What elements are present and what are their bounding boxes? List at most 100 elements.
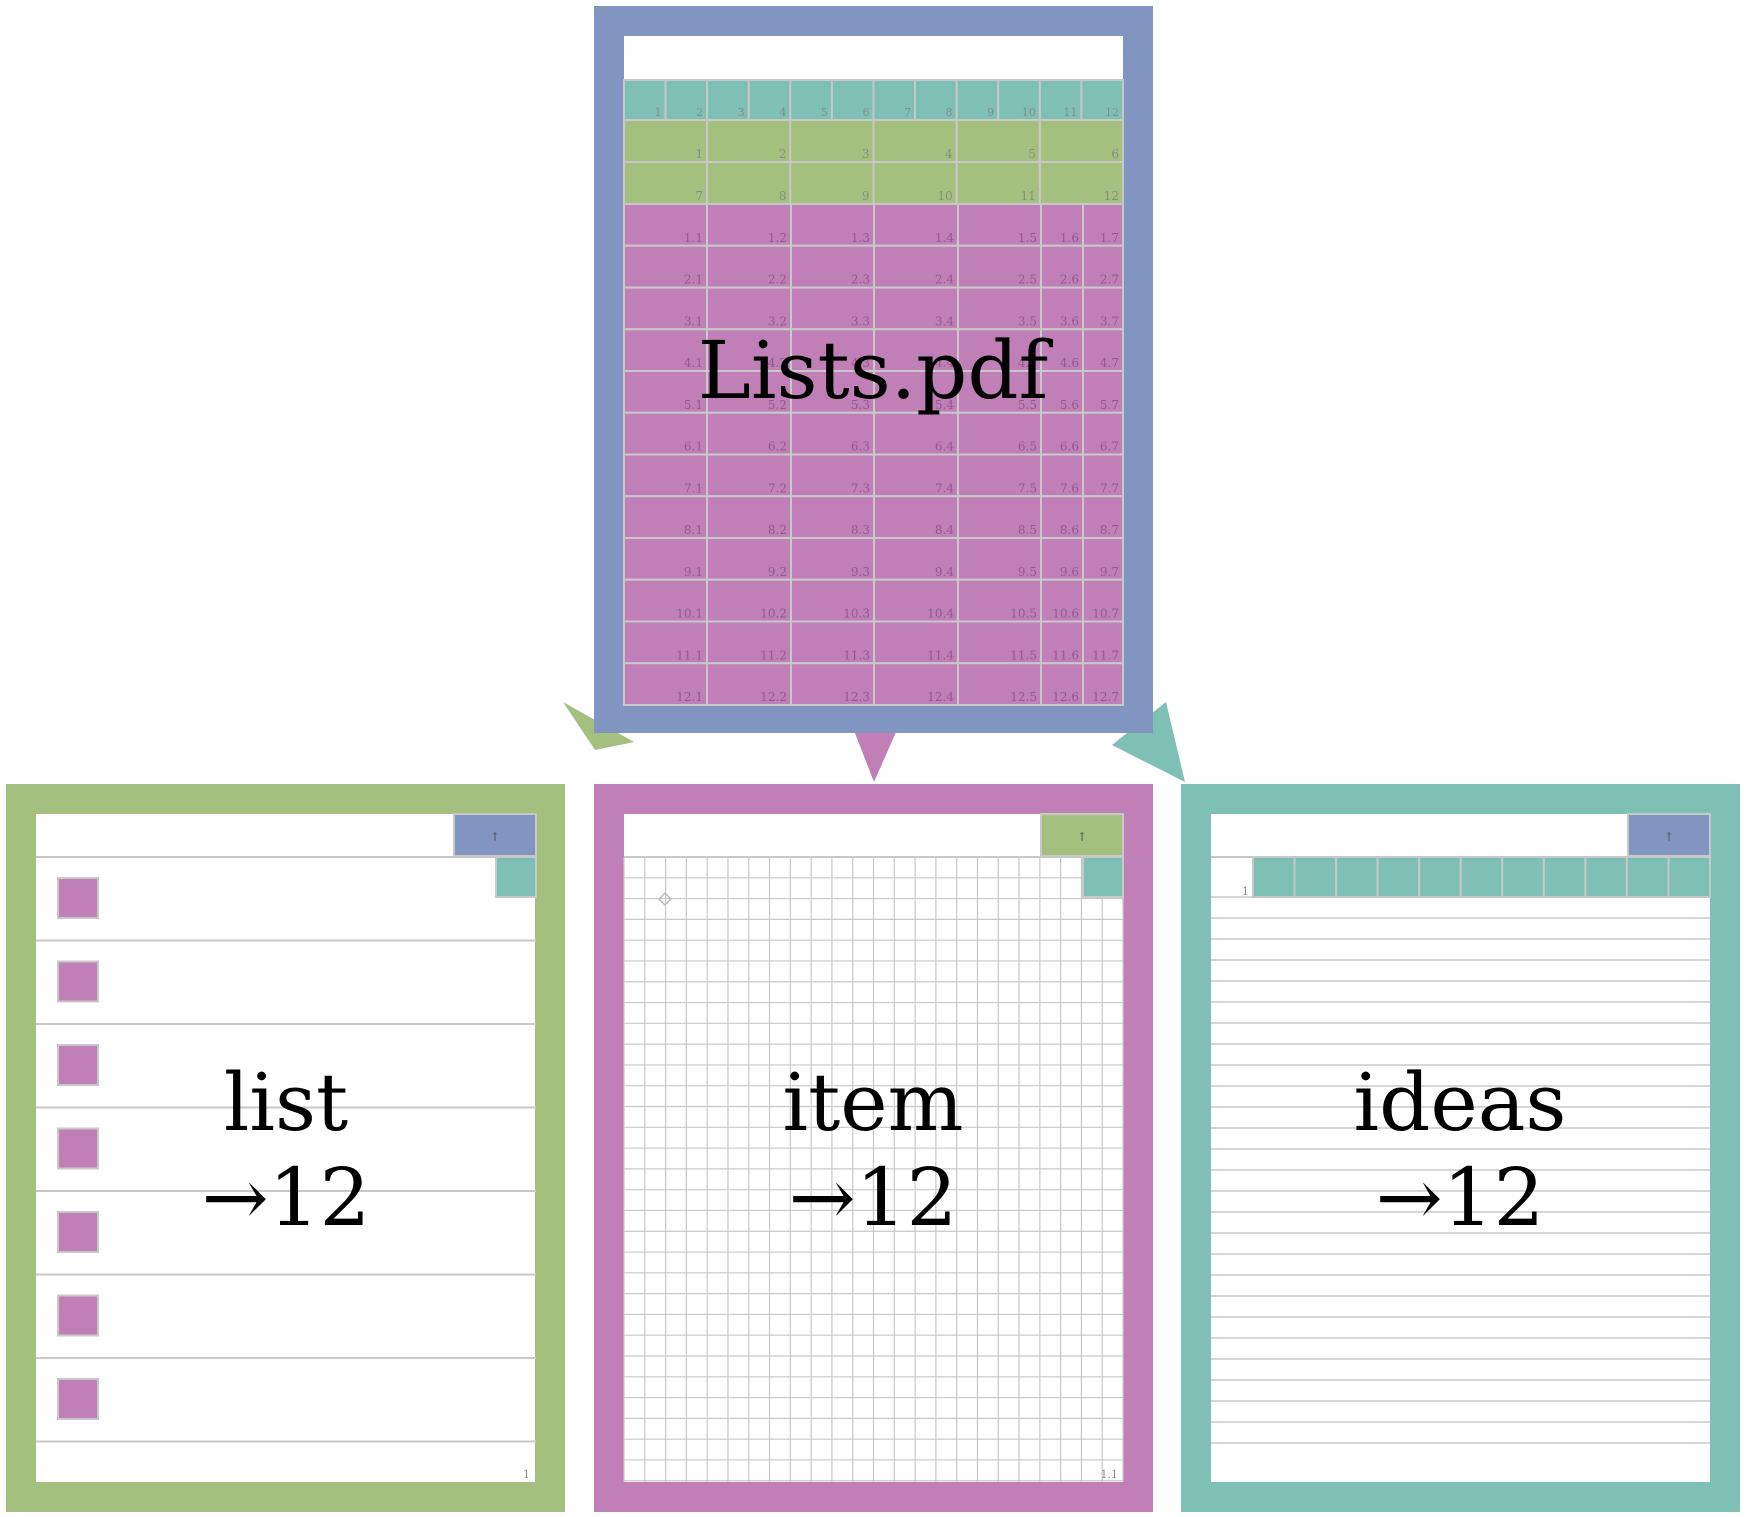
list-cell[interactable]: [872, 119, 958, 163]
index-tab[interactable]: [1038, 79, 1083, 121]
item-cell-label: 6.4: [935, 440, 954, 454]
ideas-tab[interactable]: [1459, 856, 1504, 898]
item-cell-label: 3.1: [684, 314, 703, 328]
list-cell-label: 3: [862, 147, 870, 161]
ideas-tab[interactable]: [1625, 856, 1670, 898]
ideas-tab[interactable]: [1252, 856, 1296, 898]
list-cell[interactable]: [789, 119, 875, 163]
item-cell[interactable]: [1082, 453, 1124, 498]
item-cell[interactable]: [1082, 203, 1124, 247]
list-cell[interactable]: [1038, 161, 1125, 205]
item-cell[interactable]: [957, 411, 1042, 456]
list-cell[interactable]: [706, 161, 792, 205]
item-cell[interactable]: [1082, 662, 1124, 706]
item-cell[interactable]: [873, 537, 959, 581]
item-cell[interactable]: [873, 370, 959, 414]
item-cell[interactable]: [706, 328, 792, 372]
item-cell-label: 10.1: [676, 607, 703, 621]
ideas-tab[interactable]: [1376, 856, 1421, 898]
item-cell[interactable]: [706, 578, 792, 623]
list-cell[interactable]: [955, 119, 1041, 163]
checkbox[interactable]: [57, 1127, 99, 1170]
item-cell[interactable]: [873, 620, 959, 665]
list-cell[interactable]: [623, 119, 709, 163]
index-tab[interactable]: [955, 79, 1000, 121]
root-node-lists-pdf[interactable]: 1 2 3 4 5 6 7 8 9 10 11 121 2 3 4 5 67 8 9 10 11 121.1 1.2 1.3 1…: [594, 6, 1153, 733]
ideas-tab[interactable]: [1542, 856, 1587, 898]
item-cell[interactable]: [957, 328, 1042, 372]
ideas-tab[interactable]: [1418, 856, 1462, 898]
ideas-tab[interactable]: [1335, 856, 1379, 898]
ideas-tab[interactable]: [1667, 856, 1712, 898]
item-cell[interactable]: [1082, 286, 1124, 331]
item-cell[interactable]: [623, 370, 708, 414]
item-cell-label: 4.1: [684, 356, 703, 370]
list-cell[interactable]: [706, 119, 792, 163]
checkbox[interactable]: [57, 1378, 99, 1420]
item-cell[interactable]: [1082, 244, 1124, 289]
list-cell[interactable]: [872, 161, 958, 205]
item-cell-label: 2.2: [768, 273, 787, 287]
index-tab[interactable]: [872, 79, 917, 121]
item-cell[interactable]: [706, 411, 792, 456]
item-cell[interactable]: [706, 495, 792, 539]
up-button[interactable]: [1040, 813, 1124, 857]
item-cell[interactable]: [1082, 537, 1124, 581]
item-cell[interactable]: [873, 328, 959, 372]
item-cell[interactable]: [1040, 370, 1084, 414]
item-cell-label: 4.2: [768, 356, 787, 370]
ideas-tab[interactable]: [1501, 856, 1545, 898]
item-cell-label: 11.1: [676, 648, 703, 662]
item-cell-label: 5.3: [851, 398, 870, 412]
item-cell-label: 5.1: [684, 398, 703, 412]
child-node-item[interactable]: ↑ 1.1 item→12: [594, 784, 1153, 1512]
corner-tab[interactable]: [1082, 856, 1124, 898]
item-cell[interactable]: [790, 578, 875, 623]
item-cell[interactable]: [706, 370, 792, 414]
corner-tab[interactable]: [495, 856, 537, 898]
item-cell[interactable]: [1082, 495, 1124, 539]
child-node-list[interactable]: ↑ 1 list→12: [6, 784, 565, 1512]
item-cell[interactable]: [623, 620, 708, 665]
item-cell[interactable]: [1040, 328, 1084, 372]
item-cell[interactable]: [873, 286, 959, 331]
checkbox[interactable]: [57, 1044, 99, 1086]
item-cell-label: 11.5: [1010, 648, 1037, 662]
up-button[interactable]: [1627, 813, 1711, 857]
item-cell[interactable]: [957, 453, 1042, 498]
item-cell[interactable]: [957, 203, 1042, 247]
up-button-label: ↑: [1077, 830, 1087, 844]
list-cell[interactable]: [955, 161, 1041, 205]
item-cell[interactable]: [790, 662, 875, 706]
list-cell-label: 10: [937, 189, 952, 203]
item-cell-label: 11.6: [1052, 648, 1079, 662]
child-node-ideas[interactable]: ↑ 1 ideas→12: [1181, 784, 1740, 1512]
up-button[interactable]: [453, 813, 537, 857]
ideas-tab[interactable]: [1293, 856, 1338, 898]
checkbox[interactable]: [57, 1294, 99, 1337]
checkbox[interactable]: [57, 1211, 99, 1253]
item-cell[interactable]: [873, 662, 959, 706]
item-cell[interactable]: [957, 662, 1042, 706]
checkbox[interactable]: [57, 960, 99, 1003]
item-cell[interactable]: [1082, 620, 1124, 665]
item-cell[interactable]: [623, 203, 708, 247]
item-cell[interactable]: [1082, 328, 1124, 372]
checkbox[interactable]: [57, 877, 99, 919]
item-cell-label: 9.1: [684, 565, 703, 579]
index-tab-label: 7: [904, 106, 911, 119]
item-cell[interactable]: [706, 453, 792, 498]
item-cell[interactable]: [790, 370, 875, 414]
ideas-tab[interactable]: [1584, 856, 1628, 898]
item-cell[interactable]: [706, 620, 792, 665]
item-cell[interactable]: [1040, 620, 1084, 665]
index-tab[interactable]: [664, 79, 709, 121]
list-cell-label: 5: [1028, 147, 1036, 161]
item-cell[interactable]: [790, 411, 875, 456]
list-cell[interactable]: [1038, 119, 1125, 163]
item-cell[interactable]: [623, 411, 708, 456]
index-tab[interactable]: [623, 79, 667, 121]
item-cell[interactable]: [1040, 662, 1084, 706]
item-cell[interactable]: [623, 662, 708, 706]
